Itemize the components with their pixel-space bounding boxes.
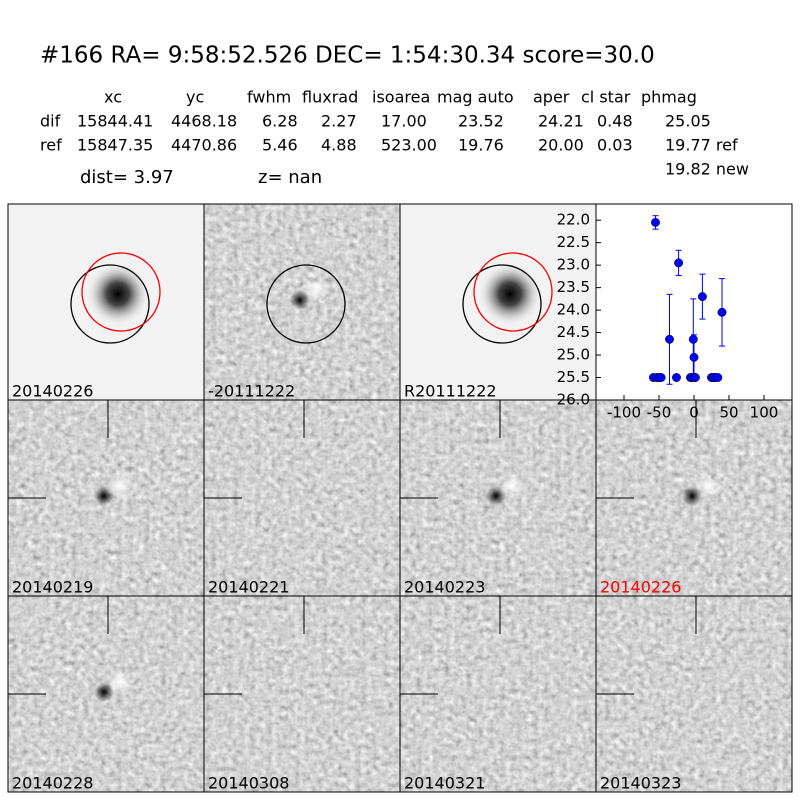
point	[697, 292, 707, 302]
stamp-label: 20140323	[600, 774, 681, 793]
table-cell: 19.77 ref	[665, 136, 738, 155]
table-cell: 5.46	[262, 136, 298, 155]
column-header: fwhm	[247, 88, 291, 107]
column-header: mag auto	[437, 88, 514, 107]
x-tick-label: 50	[719, 404, 738, 422]
residual-light	[500, 474, 524, 498]
point	[651, 217, 660, 227]
table-cell: 4468.18	[171, 112, 237, 131]
table-cell: 4470.86	[171, 136, 237, 155]
y-tick-label: 24.0	[557, 301, 590, 319]
table-cell: 523.00	[381, 136, 437, 155]
column-header: aper	[533, 88, 570, 107]
table-cell: dif	[40, 112, 61, 131]
reference-circle	[462, 264, 542, 344]
y-tick-label: 25.5	[557, 368, 590, 386]
table-cell: 15847.35	[77, 136, 153, 155]
table-cell: 23.52	[458, 112, 504, 131]
dist: dist= 3.97	[80, 167, 174, 188]
stamp-label: 20140223	[404, 578, 485, 597]
table-cell: 4.88	[321, 136, 357, 155]
y-tick-label: 23.5	[557, 278, 590, 296]
residual-light	[304, 278, 328, 302]
residual-dark	[290, 290, 310, 310]
stamp-label: -20111222	[208, 382, 295, 401]
y-tick-label: 22.5	[557, 233, 590, 251]
x-tick-label: -50	[647, 404, 672, 422]
table-cell: 17.00	[381, 112, 427, 131]
y-tick-label: 24.5	[557, 323, 590, 341]
residual-light	[108, 670, 132, 694]
residual-light	[108, 474, 132, 498]
point	[665, 334, 674, 344]
point	[674, 258, 684, 268]
point	[713, 373, 723, 382]
x-tick-label: 100	[750, 404, 779, 422]
table-cell: 20.00	[538, 136, 584, 155]
column-header: fluxrad	[302, 88, 358, 107]
table-cell: 2.27	[321, 112, 357, 131]
table-cell: ref	[40, 136, 62, 155]
stamp-label: 20140226	[12, 382, 93, 401]
reference-circle	[266, 264, 346, 344]
column-header: isoarea	[372, 88, 430, 107]
stamp-label: 20140221	[208, 578, 289, 597]
table-cell: 19.76	[458, 136, 504, 155]
title: #166 RA= 9:58:52.526 DEC= 1:54:30.34 sco…	[40, 43, 655, 69]
source	[86, 262, 150, 326]
column-header: cl star	[581, 88, 631, 107]
source	[478, 262, 542, 326]
phmag-new: 19.82 new	[665, 160, 749, 179]
reference-circle	[70, 264, 150, 344]
point	[688, 334, 698, 344]
y-tick-label: 25.0	[557, 346, 590, 364]
column-header: xc	[104, 88, 122, 107]
stamp-label: 20140219	[12, 578, 93, 597]
x-tick-label: 0	[689, 404, 699, 422]
stamp-label: 20140226	[600, 578, 681, 597]
table-cell: 6.28	[262, 112, 298, 131]
table-cell: 15844.41	[77, 112, 153, 131]
residual-light	[696, 474, 720, 498]
redshift: z= nan	[258, 167, 322, 188]
column-header: phmag	[641, 88, 697, 107]
point	[690, 373, 700, 382]
detection-circle	[81, 252, 161, 332]
stamp-label: R20111222	[404, 382, 497, 401]
stamp-label: 20140308	[208, 774, 289, 793]
point	[672, 373, 681, 382]
stamp-label: 20140228	[12, 774, 93, 793]
table-cell: 0.48	[597, 112, 633, 131]
residual-dark	[682, 486, 702, 506]
column-header: yc	[186, 88, 204, 107]
residual-dark	[94, 486, 114, 506]
table-cell: 24.21	[538, 112, 584, 131]
point	[717, 307, 727, 317]
table-cell: 0.03	[597, 136, 633, 155]
y-tick-label: 22.0	[557, 211, 590, 229]
y-tick-label: 23.0	[557, 256, 590, 274]
x-tick-label: -100	[607, 404, 641, 422]
residual-dark	[486, 486, 506, 506]
detection-circle	[473, 252, 553, 332]
point	[656, 373, 666, 382]
table-cell: 25.05	[665, 112, 711, 131]
point	[689, 352, 699, 362]
residual-dark	[94, 682, 114, 702]
y-tick-label: 26.0	[557, 391, 590, 409]
stamp-label: 20140321	[404, 774, 485, 793]
